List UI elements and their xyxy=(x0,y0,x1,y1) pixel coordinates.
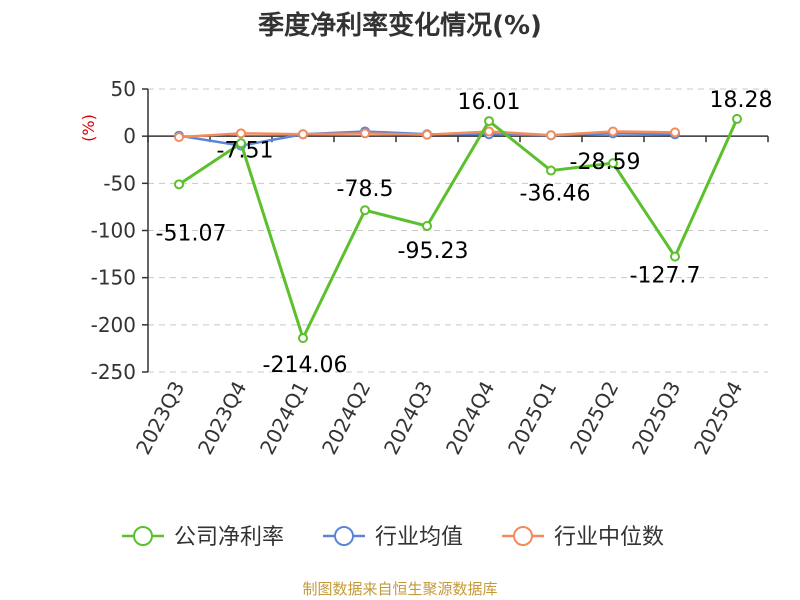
grid-layer xyxy=(148,88,768,373)
series-point xyxy=(732,113,742,124)
x-tick-label: 2023Q4 xyxy=(193,377,251,458)
y-tick-label: -50 xyxy=(103,171,136,195)
series-line xyxy=(178,118,739,340)
y-tick-label: -100 xyxy=(91,219,136,243)
x-tick-label: 2024Q2 xyxy=(317,377,375,458)
series-point xyxy=(174,132,184,143)
series-point xyxy=(298,333,308,344)
series-point xyxy=(546,165,556,176)
series-layer xyxy=(174,113,742,344)
series-point xyxy=(546,130,556,141)
series-point xyxy=(236,128,246,139)
series-point xyxy=(608,158,618,169)
series-point xyxy=(360,205,370,216)
y-tick-label: 50 xyxy=(111,77,136,101)
data-label: 18.28 xyxy=(710,88,773,113)
y-tick-label: -200 xyxy=(91,313,136,337)
x-tick-label: 2024Q1 xyxy=(255,377,313,458)
series-point xyxy=(670,251,680,262)
x-tick-label: 2024Q4 xyxy=(441,377,499,458)
data-label: 16.01 xyxy=(458,90,521,115)
data-label: -78.5 xyxy=(337,177,394,202)
series-point xyxy=(422,221,432,232)
data-label: -7.51 xyxy=(217,138,274,163)
legend-marker xyxy=(334,526,354,546)
series-point xyxy=(174,179,184,190)
legend-marker xyxy=(513,526,533,546)
series-point xyxy=(298,129,308,140)
series-point xyxy=(422,129,432,140)
y-tick-label: -150 xyxy=(91,266,136,290)
data-label: -28.59 xyxy=(570,150,641,175)
data-label: -127.7 xyxy=(630,264,701,289)
x-tick-label: 2025Q2 xyxy=(565,377,623,458)
x-tick-label: 2024Q3 xyxy=(379,377,437,458)
legend-label: 行业均值 xyxy=(375,525,463,550)
data-label: -36.46 xyxy=(520,182,591,207)
data-label: -95.23 xyxy=(398,239,469,264)
x-tick-label: 2025Q4 xyxy=(689,377,747,458)
data-label: -51.07 xyxy=(156,221,227,246)
x-tick-label: 2023Q3 xyxy=(131,377,189,458)
series-point xyxy=(670,127,680,138)
series-point xyxy=(360,128,370,139)
series-point xyxy=(608,126,618,137)
source-text: 制图数据来自恒生聚源数据库 xyxy=(302,580,497,598)
x-tick-label: 2025Q3 xyxy=(627,377,685,458)
legend-marker xyxy=(133,526,153,546)
series-point xyxy=(484,116,494,127)
y-tick-label: -250 xyxy=(91,360,136,384)
series-point xyxy=(236,138,246,149)
y-unit-label: (%) xyxy=(79,114,98,142)
y-tick-label: 0 xyxy=(123,124,136,148)
legend-label: 公司净利率 xyxy=(174,525,284,550)
series-point xyxy=(484,126,494,137)
x-tick-label: 2025Q1 xyxy=(503,377,561,458)
legend: 公司净利率 行业均值 行业中位数 xyxy=(122,525,664,550)
data-label: -214.06 xyxy=(263,353,348,378)
chart-title: 季度净利率变化情况(%) xyxy=(258,10,542,41)
legend-label: 行业中位数 xyxy=(554,525,664,550)
data-label-layer: -51.07 -7.51 -214.06 -78.5 -95.23 16.01 -36.46… xyxy=(156,88,773,378)
